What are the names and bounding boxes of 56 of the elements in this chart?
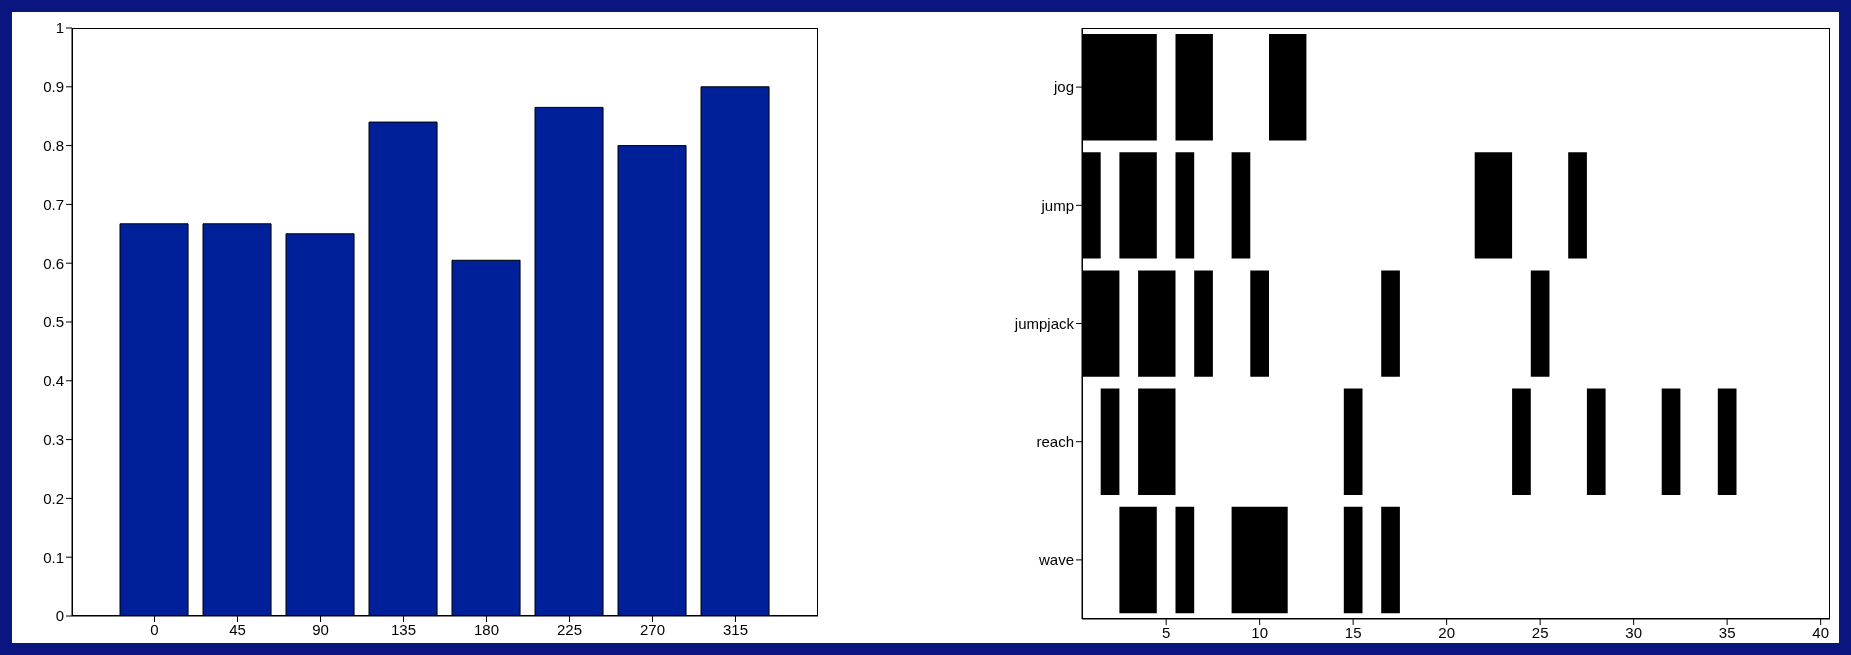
x-tick-label: 270 (639, 620, 666, 638)
bar (1343, 506, 1363, 614)
y-tick-label: wave (1037, 551, 1074, 569)
bar (1381, 270, 1400, 377)
y-tick-label: jump (1040, 196, 1074, 214)
bar (1194, 270, 1213, 377)
bar (1343, 388, 1363, 495)
bar (1138, 388, 1176, 495)
y-tick-label: 0.5 (43, 313, 64, 331)
x-tick-label: 45 (229, 620, 246, 638)
bar (1175, 152, 1195, 259)
bar (1512, 388, 1531, 495)
x-tick-label: 0 (150, 620, 159, 638)
bar (1119, 152, 1157, 259)
bar (1100, 388, 1120, 495)
bar (1717, 388, 1737, 495)
y-tick-label: 1 (55, 19, 64, 37)
y-tick-label: 0.9 (43, 78, 64, 96)
y-tick-label: 0.6 (43, 254, 64, 272)
bar (1231, 506, 1288, 614)
y-tick-label: jumpjack (1013, 314, 1075, 332)
bar (1119, 506, 1157, 614)
bar (1586, 388, 1606, 495)
y-tick-label: jog (1052, 78, 1074, 96)
x-tick-label: 10 (1251, 623, 1268, 641)
y-tick-label: 0.1 (43, 548, 64, 566)
x-tick-label: 30 (1625, 623, 1642, 641)
x-tick-label: 225 (556, 620, 583, 638)
bar (1661, 388, 1681, 495)
x-tick-label: 15 (1344, 623, 1362, 641)
y-tick-label: reach (1036, 433, 1074, 451)
bar (1175, 506, 1195, 614)
x-tick-label: 25 (1531, 623, 1549, 641)
x-tick-label: 35 (1718, 623, 1736, 641)
bar (1530, 270, 1550, 377)
x-tick-label: 135 (390, 620, 417, 638)
bar (1250, 270, 1269, 377)
bar (1231, 152, 1251, 259)
x-tick-label: 20 (1438, 623, 1455, 641)
x-tick-label: 40 (1812, 623, 1829, 641)
y-tick-label: 0 (55, 607, 64, 625)
bar (1381, 506, 1400, 614)
bar (1175, 34, 1213, 141)
bar (1269, 34, 1307, 141)
bar (1474, 152, 1513, 259)
x-tick-label: 90 (312, 620, 329, 638)
y-tick-label: 0.2 (43, 489, 64, 507)
x-tick-label: 315 (722, 620, 749, 638)
x-tick-label: 5 (1161, 623, 1171, 641)
y-tick-label: 0.8 (43, 136, 64, 154)
x-tick-label: 180 (473, 620, 500, 638)
bar (1138, 270, 1176, 377)
y-tick-label: 0.3 (43, 430, 64, 448)
bar (1568, 152, 1587, 259)
y-tick-label: 0.7 (43, 195, 64, 213)
y-tick-label: 0.4 (43, 372, 64, 390)
